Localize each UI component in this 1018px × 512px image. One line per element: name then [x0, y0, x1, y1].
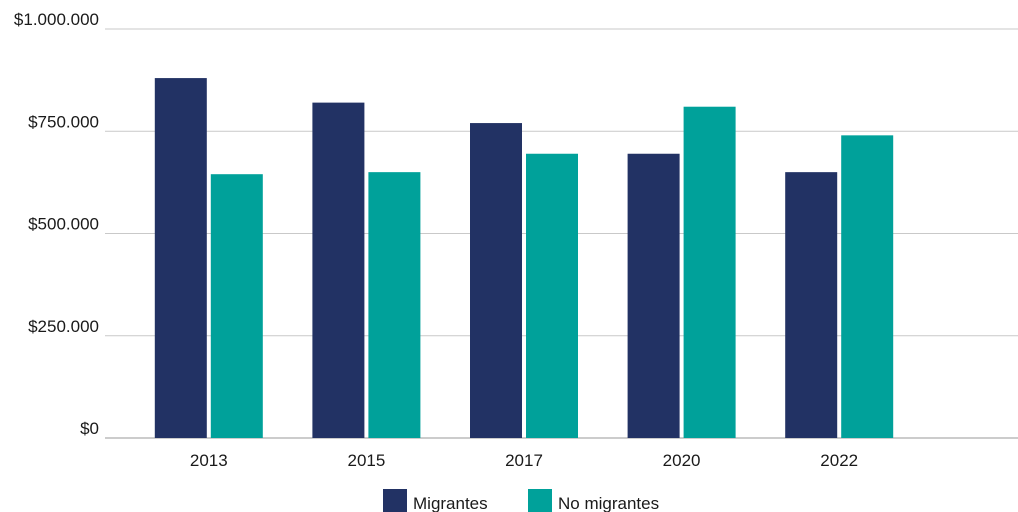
x-tick-label: 2020 — [663, 451, 701, 470]
x-tick-label: 2015 — [347, 451, 385, 470]
bar-no-migrantes — [841, 135, 894, 438]
x-tick-label: 2017 — [505, 451, 543, 470]
bar-migrantes — [627, 153, 680, 438]
x-axis-ticks: 2013 2015 2017 2020 2022 — [190, 451, 858, 470]
y-tick-label: $750.000 — [28, 112, 99, 131]
bar-no-migrantes — [526, 153, 578, 438]
legend: Migrantes No migrantes — [383, 489, 659, 512]
y-axis-ticks: $0 $250.000 $500.000 $750.000 $1.000.000 — [14, 10, 99, 438]
bar-no-migrantes — [368, 172, 421, 438]
bar-migrantes — [154, 78, 207, 438]
bar-migrantes — [312, 102, 365, 439]
y-tick-label: $0 — [80, 419, 99, 438]
legend-label: No migrantes — [558, 494, 659, 512]
bar-migrantes — [470, 123, 522, 438]
y-tick-label: $500.000 — [28, 215, 99, 234]
legend-label: Migrantes — [413, 494, 488, 512]
y-tick-label: $250.000 — [28, 317, 99, 336]
x-tick-label: 2022 — [820, 451, 858, 470]
bars — [154, 78, 894, 439]
bar-migrantes — [785, 172, 838, 438]
y-tick-label: $1.000.000 — [14, 10, 99, 29]
legend-swatch — [383, 489, 407, 512]
legend-swatch — [528, 489, 552, 512]
bar-no-migrantes — [683, 106, 736, 439]
bar-no-migrantes — [210, 174, 263, 438]
x-tick-label: 2013 — [190, 451, 228, 470]
